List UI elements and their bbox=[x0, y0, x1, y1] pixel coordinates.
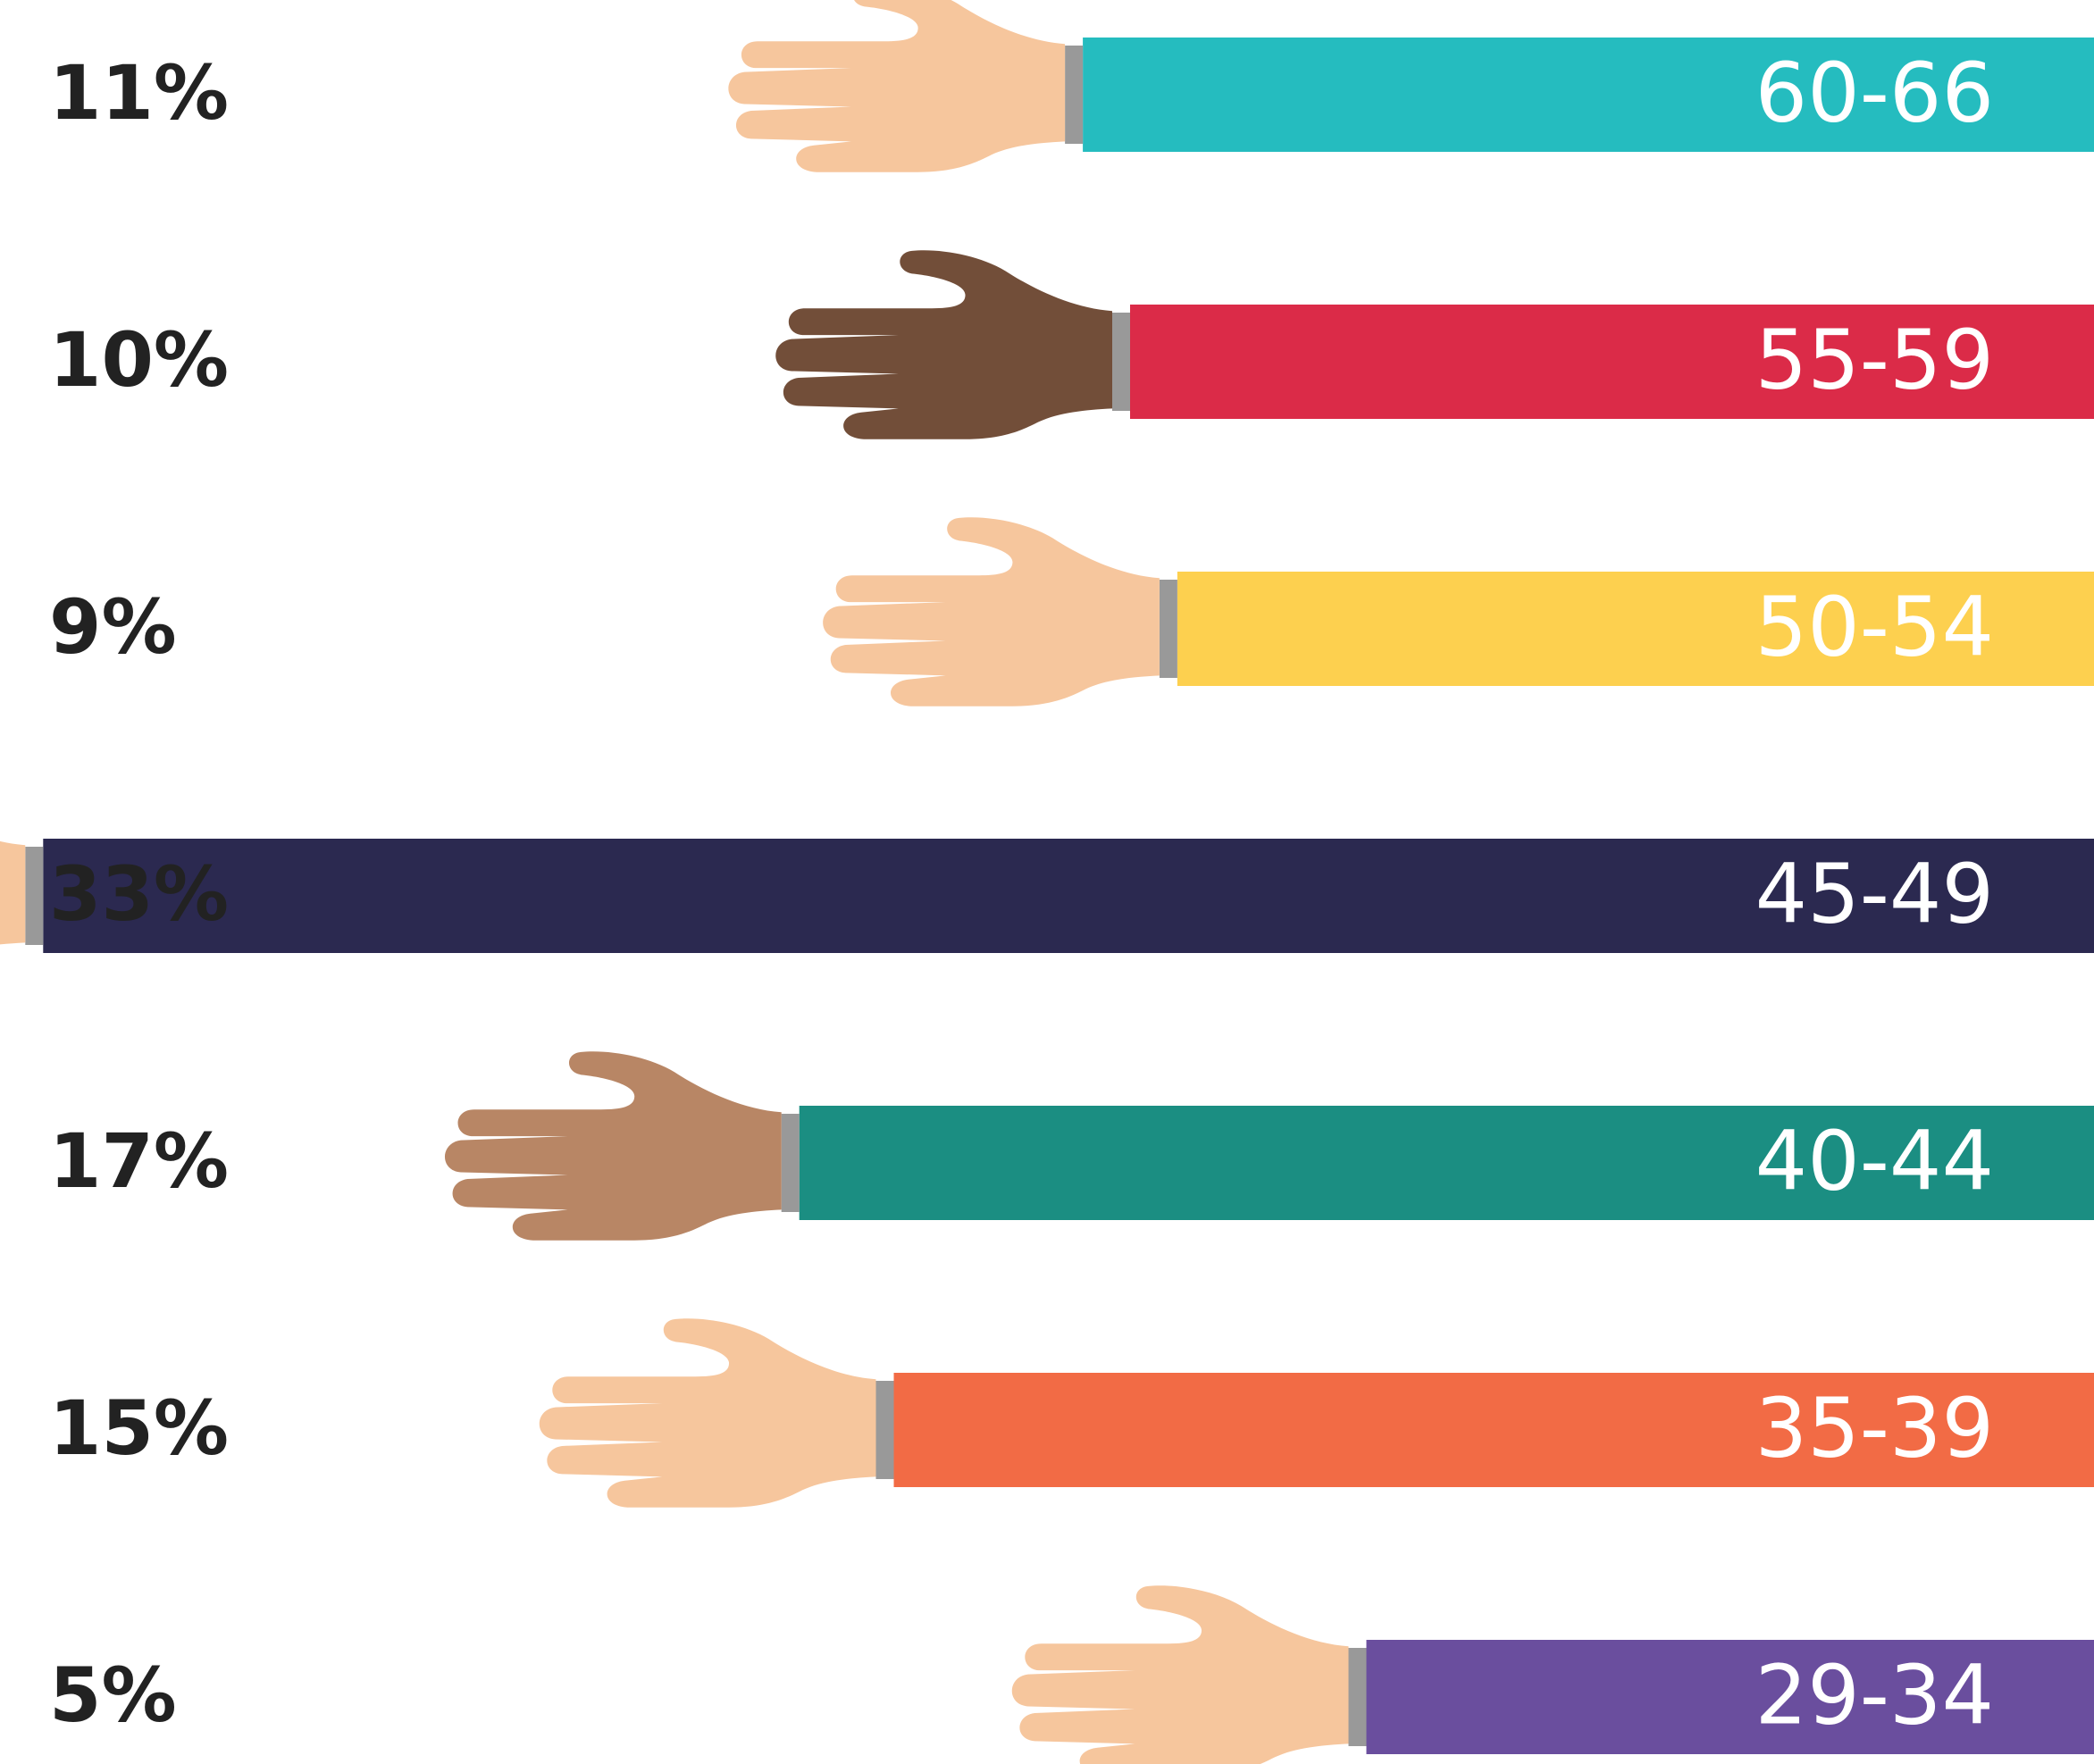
value-label: 15% bbox=[49, 1384, 229, 1472]
hand bbox=[728, 0, 1066, 172]
hand bbox=[0, 840, 26, 945]
cuff bbox=[1159, 580, 1177, 678]
bar bbox=[1177, 572, 2094, 686]
hand bbox=[539, 1318, 876, 1508]
bar-label: 60-66 bbox=[1755, 45, 1994, 140]
bar bbox=[43, 839, 2094, 953]
cuff bbox=[1065, 46, 1084, 144]
hand bbox=[444, 1051, 782, 1241]
cuff bbox=[781, 1114, 800, 1212]
bar bbox=[893, 1373, 2094, 1487]
value-label: 5% bbox=[49, 1651, 177, 1739]
bar bbox=[1130, 305, 2094, 419]
cuff bbox=[1348, 1648, 1367, 1746]
bar-label: 35-39 bbox=[1755, 1380, 1994, 1476]
bar bbox=[799, 1106, 2094, 1220]
cuff bbox=[1112, 313, 1130, 411]
value-label: 10% bbox=[49, 316, 229, 404]
bar-label: 29-34 bbox=[1755, 1647, 1994, 1743]
value-label: 17% bbox=[49, 1117, 229, 1205]
bar bbox=[1083, 38, 2094, 152]
hand bbox=[775, 250, 1112, 439]
cuff bbox=[875, 1381, 894, 1479]
value-label: 11% bbox=[49, 49, 229, 137]
bar-label: 50-54 bbox=[1755, 579, 1994, 674]
bar-label: 45-49 bbox=[1755, 846, 1994, 941]
bar-label: 40-44 bbox=[1755, 1113, 1994, 1208]
hand bbox=[823, 517, 1160, 706]
hand bbox=[1011, 1585, 1349, 1764]
value-label: 33% bbox=[49, 850, 229, 938]
bar-label: 55-59 bbox=[1755, 312, 1994, 407]
bar bbox=[1366, 1640, 2094, 1754]
value-label: 9% bbox=[49, 583, 177, 671]
cuff bbox=[25, 847, 44, 945]
